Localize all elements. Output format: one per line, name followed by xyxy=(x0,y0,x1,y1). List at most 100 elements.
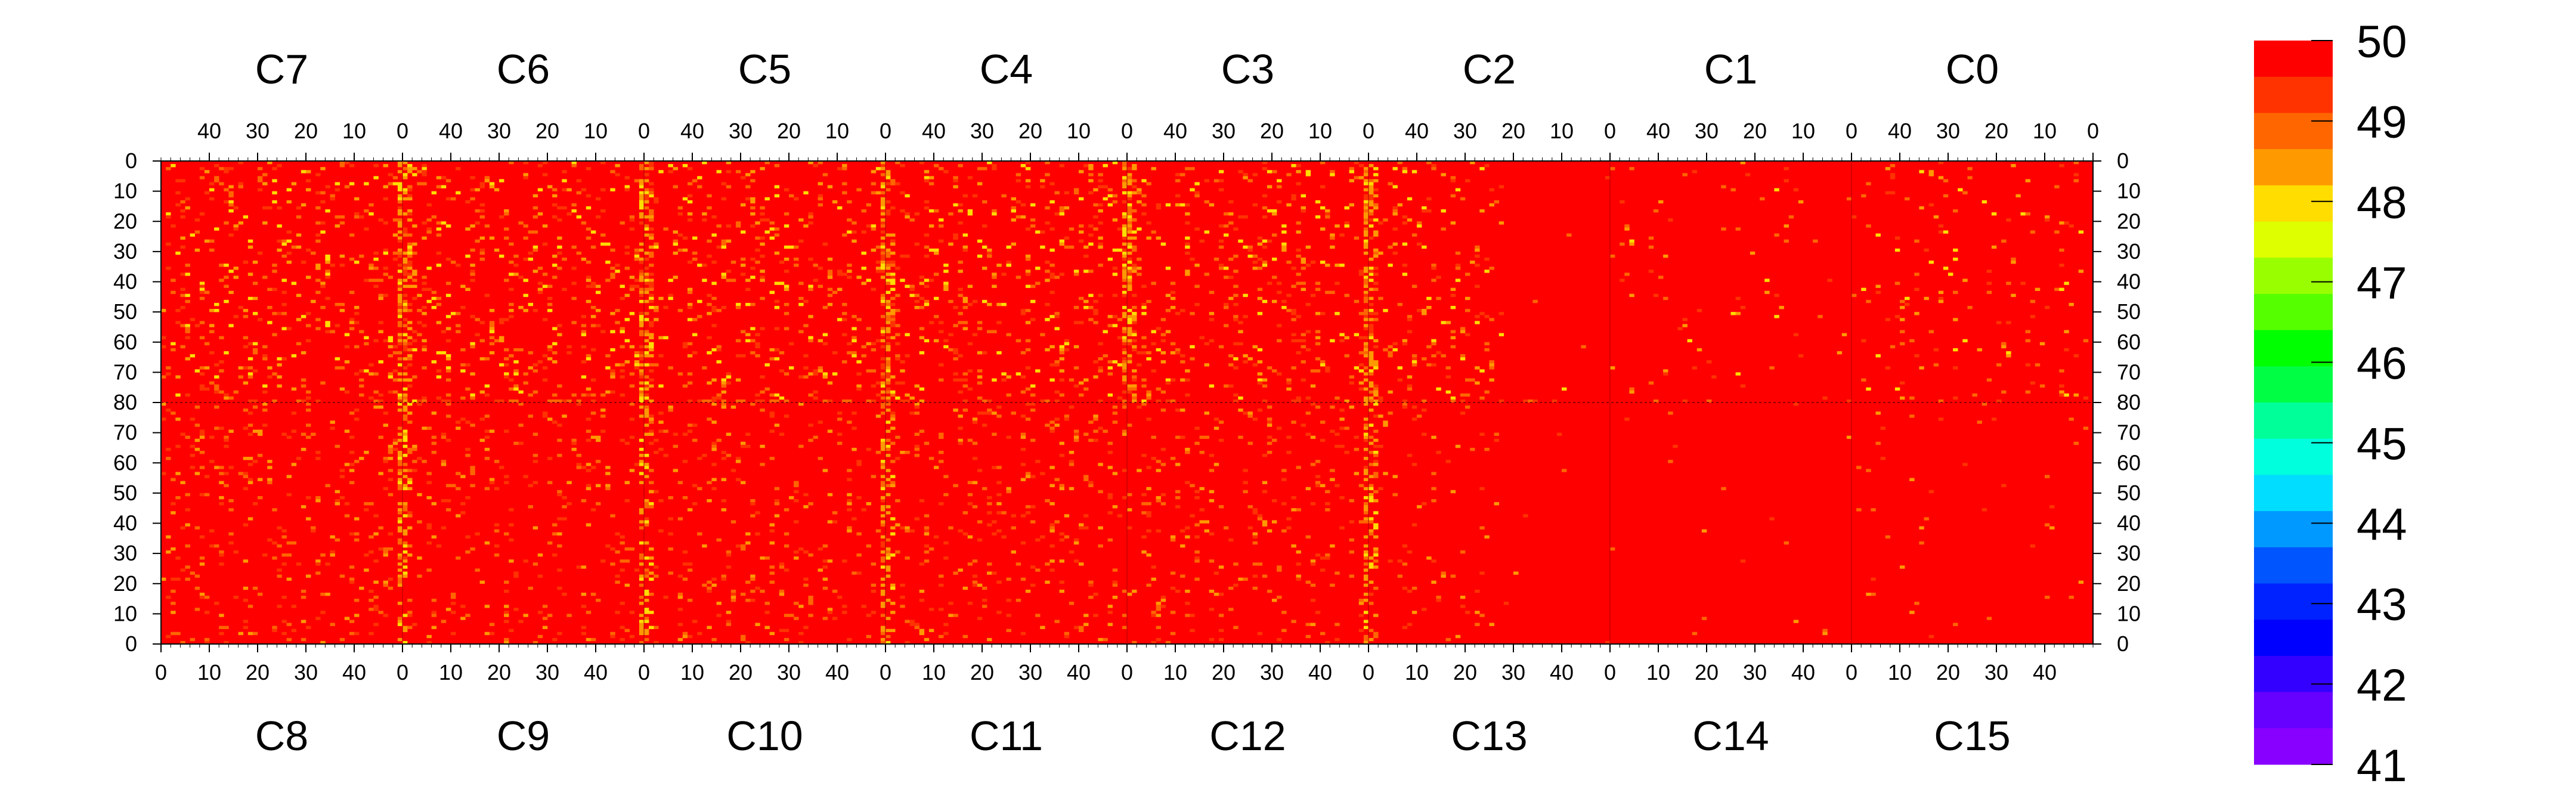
heatmap-cell xyxy=(958,390,963,394)
heatmap-cell xyxy=(470,484,475,488)
heatmap-cell xyxy=(388,547,394,551)
heatmap-cell xyxy=(581,466,587,469)
heatmap-cell xyxy=(1156,399,1161,403)
hot-column-cell xyxy=(639,396,645,400)
hot-column-cell xyxy=(1363,267,1369,270)
heatmap-cell xyxy=(977,538,983,542)
heatmap-cell xyxy=(1059,378,1064,382)
heatmap-cell xyxy=(204,640,210,645)
heatmap-cell xyxy=(1900,396,1905,400)
heatmap-cell xyxy=(1305,348,1311,352)
heatmap-cell xyxy=(1740,559,1746,563)
heatmap-cell xyxy=(919,589,925,593)
heatmap-cell xyxy=(571,321,577,324)
heatmap-cell xyxy=(465,454,470,457)
heatmap-cell xyxy=(161,577,166,581)
heatmap-cell xyxy=(832,511,838,515)
heatmap-cell xyxy=(895,182,900,185)
heatmap-cell xyxy=(518,423,524,427)
hot-column-cell xyxy=(1122,330,1128,333)
heatmap-cell xyxy=(199,432,205,436)
heatmap-cell xyxy=(1180,309,1185,312)
heatmap-cell xyxy=(451,611,456,614)
hot-column-cell xyxy=(1132,399,1137,403)
heatmap-cell xyxy=(1156,605,1161,608)
hot-column-cell xyxy=(1122,233,1128,237)
heatmap-cell xyxy=(412,460,417,463)
heatmap-cell xyxy=(441,460,447,463)
heatmap-cell xyxy=(2069,224,2074,228)
heatmap-cell xyxy=(1030,565,1036,569)
heatmap-cell xyxy=(397,248,403,252)
heatmap-cell xyxy=(1059,441,1064,445)
heatmap-cell xyxy=(1315,369,1321,373)
heatmap-cell xyxy=(344,617,350,620)
hot-column-cell xyxy=(407,194,413,198)
heatmap-cell xyxy=(735,170,741,174)
heatmap-cell xyxy=(388,182,394,185)
heatmap-cell xyxy=(228,185,234,188)
heatmap-cell xyxy=(1112,267,1118,270)
heatmap-cell xyxy=(605,487,611,491)
heatmap-cell xyxy=(924,233,930,237)
heatmap-cell xyxy=(1277,426,1282,430)
heatmap-cell xyxy=(745,185,751,188)
heatmap-cell xyxy=(470,372,475,376)
heatmap-cell xyxy=(277,544,282,548)
hot-column-cell xyxy=(1127,275,1132,279)
heatmap-cell xyxy=(537,267,543,270)
heatmap-cell xyxy=(1160,447,1166,451)
heatmap-cell xyxy=(528,414,533,418)
heatmap-cell xyxy=(1431,342,1436,346)
heatmap-cell xyxy=(315,617,321,620)
heatmap-cell xyxy=(1388,354,1393,358)
heatmap-cell xyxy=(958,312,963,315)
hot-column-cell xyxy=(1363,583,1369,587)
heatmap-cell xyxy=(1450,330,1456,333)
heatmap-cell xyxy=(281,302,287,306)
heatmap-cell xyxy=(238,306,243,309)
heatmap-cell xyxy=(953,614,958,617)
heatmap-cell xyxy=(426,496,432,500)
hot-column-cell xyxy=(402,212,408,216)
heatmap-cell xyxy=(1175,589,1181,593)
heatmap-cell xyxy=(590,393,596,397)
heatmap-cell xyxy=(228,203,234,207)
heatmap-cell xyxy=(1064,634,1070,639)
heatmap-cell xyxy=(924,441,930,445)
hot-column-cell xyxy=(644,345,649,349)
heatmap-cell xyxy=(1011,218,1016,222)
heatmap-cell xyxy=(465,227,470,231)
heatmap-cell xyxy=(445,327,451,330)
heatmap-cell xyxy=(258,188,263,191)
hot-column-cell xyxy=(880,487,886,491)
heatmap-cell xyxy=(581,499,587,503)
heatmap-cell xyxy=(1233,293,1239,298)
hot-column-cell xyxy=(1373,463,1379,466)
heatmap-cell xyxy=(1059,212,1064,216)
heatmap-cell xyxy=(339,254,345,258)
heatmap-cell xyxy=(958,221,963,225)
heatmap-cell xyxy=(779,562,785,566)
heatmap-cell xyxy=(557,267,562,270)
hot-column-cell xyxy=(649,502,654,506)
heatmap-cell xyxy=(224,640,229,645)
heatmap-cell xyxy=(1247,505,1253,509)
heatmap-cell xyxy=(750,302,756,306)
heatmap-cell xyxy=(2064,330,2069,333)
heatmap-cell xyxy=(914,432,919,436)
hot-column-cell xyxy=(639,318,645,321)
heatmap-cell xyxy=(243,336,249,339)
heatmap-cell xyxy=(175,577,181,581)
heatmap-cell xyxy=(1349,381,1354,385)
hot-column-cell xyxy=(890,517,896,521)
hot-column-cell xyxy=(407,420,413,424)
heatmap-cell xyxy=(924,278,930,282)
heatmap-cell xyxy=(267,366,273,370)
heatmap-cell xyxy=(359,330,364,333)
heatmap-cell xyxy=(1122,179,1128,182)
heatmap-cell xyxy=(596,435,601,439)
heatmap-cell xyxy=(620,363,625,367)
heatmap-cell xyxy=(224,299,229,304)
heatmap-cell xyxy=(1209,469,1215,472)
